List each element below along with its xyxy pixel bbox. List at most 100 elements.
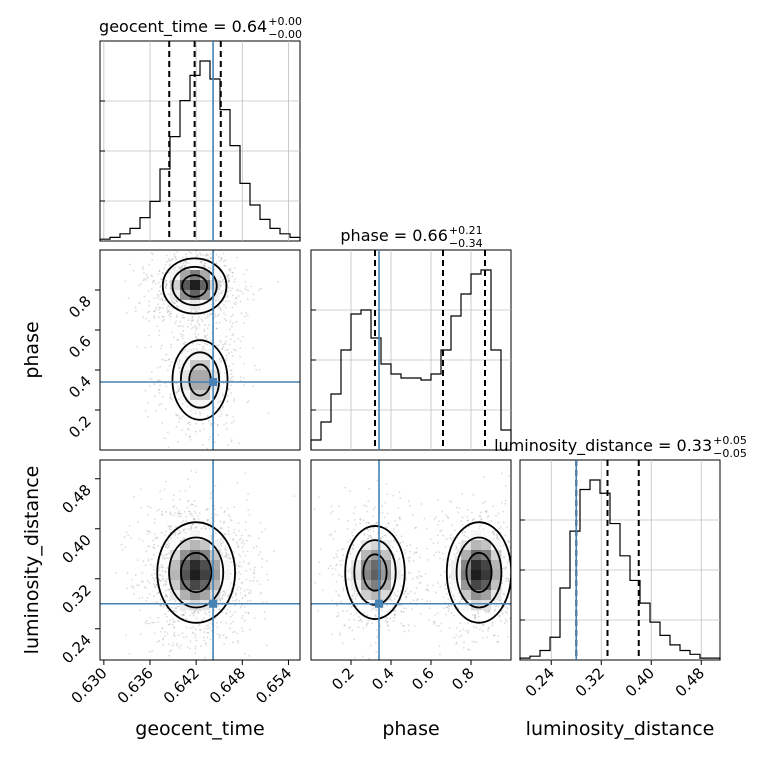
sample-point [199, 253, 202, 256]
sample-point [393, 540, 395, 542]
sample-point [374, 614, 377, 617]
sample-point [224, 296, 227, 299]
sample-point [206, 519, 209, 521]
sample-point [194, 652, 197, 655]
sample-point [351, 547, 354, 550]
sample-point [150, 345, 153, 348]
sample-point [502, 556, 505, 559]
sample-point [386, 624, 389, 627]
sample-point [454, 529, 456, 532]
sample-point [147, 559, 150, 562]
sample-point [465, 629, 467, 632]
sample-point [207, 632, 210, 634]
sample-point [203, 328, 206, 331]
sample-point [210, 243, 212, 245]
sample-point [392, 530, 395, 533]
sample-point [443, 570, 446, 573]
sample-point [139, 633, 142, 636]
sample-point [253, 616, 256, 619]
sample-point [235, 564, 238, 566]
sample-point [461, 493, 464, 495]
sample-point [448, 576, 451, 579]
sample-point [174, 532, 177, 535]
sample-point [158, 334, 161, 336]
sample-point [159, 604, 162, 607]
sample-point [178, 267, 181, 270]
y-axis-label-luminosity_distance: luminosity_distance [21, 466, 43, 655]
sample-point [162, 577, 165, 580]
sample-point [408, 559, 411, 562]
sample-point [491, 530, 494, 533]
sample-point [507, 580, 510, 582]
sample-point [192, 319, 195, 322]
sample-point [344, 486, 346, 489]
sample-point [165, 510, 167, 513]
sample-point [444, 545, 447, 548]
sample-point [355, 605, 358, 608]
sample-point [233, 302, 236, 305]
density-cell [471, 600, 482, 611]
sample-point [182, 329, 185, 332]
sample-point [501, 582, 504, 585]
sample-point [203, 265, 206, 268]
sample-point [130, 536, 133, 539]
sample-point [385, 483, 388, 485]
sample-point [247, 534, 250, 537]
sample-point [161, 271, 164, 274]
sample-point [352, 547, 354, 550]
sample-point [230, 325, 233, 328]
sample-point [223, 643, 226, 646]
sample-point [375, 629, 378, 632]
sample-point [169, 306, 171, 308]
sample-point [437, 499, 439, 502]
sample-point [405, 589, 407, 592]
sample-point [178, 416, 181, 419]
sample-point [230, 351, 233, 354]
sample-point [218, 358, 221, 360]
panel-phase-vs-luminosity_distance [310, 459, 512, 661]
sample-point [482, 528, 485, 531]
sample-point [148, 334, 150, 337]
sample-point [176, 300, 178, 303]
sample-point [156, 297, 158, 299]
sample-point [144, 346, 147, 349]
sample-point [177, 390, 180, 393]
sample-point [499, 620, 502, 623]
sample-point [246, 298, 249, 301]
sample-point [331, 599, 334, 602]
truth-marker [209, 378, 218, 386]
sample-point [223, 511, 226, 514]
sample-point [197, 316, 200, 319]
sample-point [171, 644, 174, 647]
sample-point [177, 385, 180, 388]
y-axis-label-phase: phase [21, 321, 43, 378]
sample-point [184, 490, 187, 492]
sample-point [228, 593, 231, 596]
sample-point [191, 523, 194, 526]
sample-point [467, 519, 470, 522]
sample-point [260, 680, 262, 682]
sample-point [314, 581, 317, 584]
sample-point [423, 517, 426, 520]
sample-point [239, 347, 242, 350]
sample-point [393, 594, 396, 596]
sample-point [373, 506, 376, 509]
sample-point [230, 622, 232, 625]
sample-point [223, 304, 225, 307]
sample-point [492, 505, 494, 508]
density-cell [190, 370, 201, 381]
sample-point [475, 626, 478, 629]
density-cell [210, 270, 221, 281]
sample-point [495, 537, 498, 540]
sample-point [171, 331, 173, 334]
density-cell [200, 290, 211, 301]
sample-point [403, 630, 406, 633]
sample-point [267, 412, 270, 415]
sample-point [474, 614, 477, 617]
sample-point [191, 514, 194, 517]
sample-point [206, 663, 208, 665]
sample-point [222, 593, 225, 596]
sample-point [168, 264, 171, 267]
sample-point [173, 610, 176, 613]
sample-point [244, 594, 247, 597]
